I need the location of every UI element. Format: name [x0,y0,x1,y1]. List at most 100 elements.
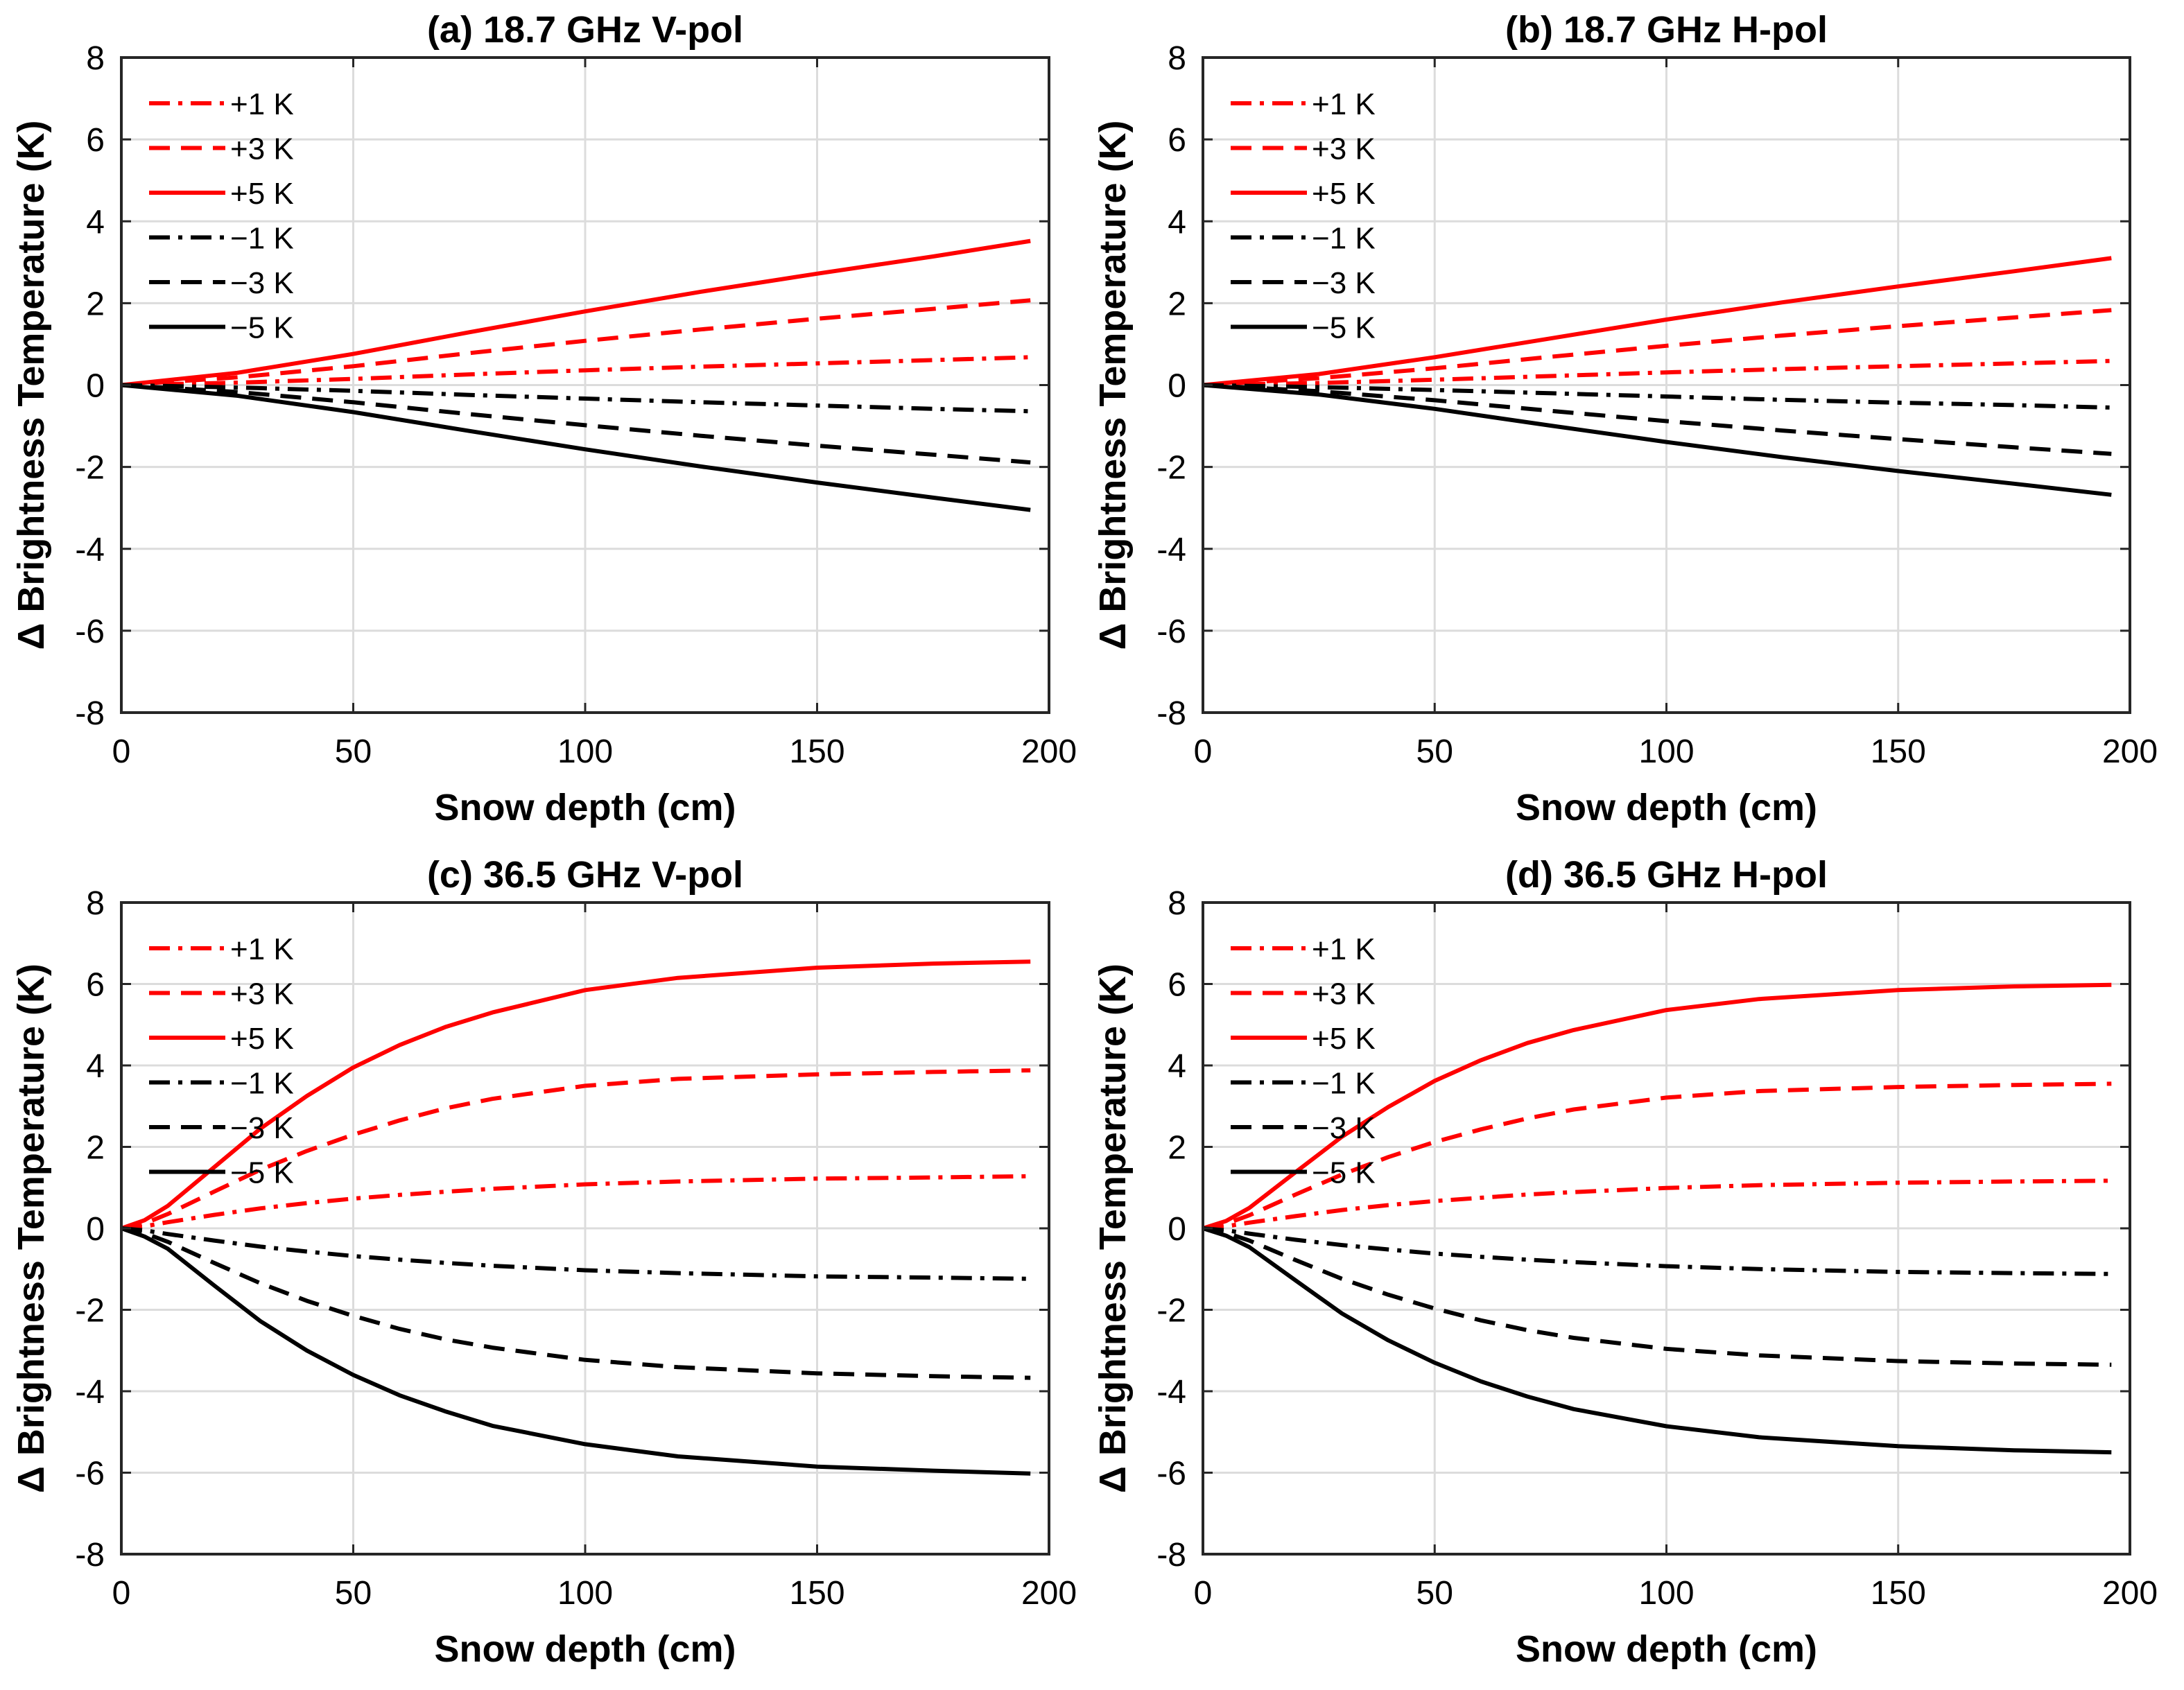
x-tick-label: 200 [1021,733,1077,770]
y-tick-label: -4 [1156,532,1186,568]
series-line-plus-0 [1203,358,2112,387]
series-line-minus-3 [121,383,1031,414]
x-tick-label: 0 [112,733,131,770]
chart-title: (c) 36.5 GHz V-pol [427,854,743,896]
series-line-plus-1 [1203,308,2112,387]
series-line-plus-1 [121,298,1031,387]
x-tick-label: 200 [2102,1575,2158,1612]
y-tick-label: 4 [86,1048,105,1085]
y-tick-label: -4 [75,1374,105,1411]
y-tick-label: 0 [1168,1211,1186,1248]
y-tick-label: -2 [1156,450,1186,487]
chart-panel-3: 0 50 100 150 200 -8 -6 -4 -2 0 2 4 6 8 (c) 36.5 GHz V-… [10,854,1077,1670]
y-tick-label: -6 [1156,1456,1186,1492]
legend-entry-label: +5 K [230,177,294,211]
y-tick-label: -6 [75,1456,105,1492]
legend-entry-label: −5 K [230,1156,294,1190]
legend-entry-label: −1 K [230,1067,294,1101]
chart-panel-4: 0 50 100 150 200 -8 -6 -4 -2 0 2 4 6 8 (d) 36.5 GHz H-… [1092,854,2158,1670]
x-tick-label: 0 [112,1575,131,1612]
y-tick-label: 6 [86,122,105,159]
legend: +1 K +3 K +5 K −1 K −3 K −5 K [1231,932,1376,1190]
x-tick-label: 50 [1416,1575,1453,1612]
legend-entry-label: +1 K [230,87,294,121]
x-tick-label: 100 [1638,1575,1694,1612]
y-tick-label: -8 [1156,1537,1186,1574]
y-tick-label: 8 [86,40,105,77]
legend-entry-label: +5 K [1312,177,1376,211]
x-axis-label: Snow depth (cm) [1516,787,1817,828]
y-tick-label: -4 [75,532,105,568]
x-tick-label: 0 [1194,733,1213,770]
x-axis-label: Snow depth (cm) [435,787,736,828]
y-axis-label: Δ Brightness Temperature (K) [1092,121,1134,650]
legend-entry-label: −1 K [1312,1067,1376,1101]
legend-entry-label: +3 K [230,132,294,166]
series-line-minus-5 [1203,383,2112,497]
y-tick-label: -8 [75,695,105,732]
series-line-plus-2 [121,238,1031,387]
y-axis-label: Δ Brightness Temperature (K) [1092,964,1134,1493]
y-tick-label: 0 [86,1211,105,1248]
legend: +1 K +3 K +5 K −1 K −3 K −5 K [149,87,294,345]
chart-title: (d) 36.5 GHz H-pol [1505,854,1828,896]
x-tick-label: 150 [1871,733,1926,770]
x-axis-label: Snow depth (cm) [435,1628,736,1670]
y-tick-label: -8 [1156,695,1186,732]
y-tick-label: 0 [1168,368,1186,405]
x-tick-label: 100 [557,1575,613,1612]
y-tick-label: 8 [1168,40,1186,77]
legend: +1 K +3 K +5 K −1 K −3 K −5 K [149,932,294,1190]
legend-entry-label: +3 K [1312,977,1376,1011]
chart-title: (a) 18.7 GHz V-pol [427,9,743,51]
y-axis-label: Δ Brightness Temperature (K) [10,121,52,650]
series-line-minus-5 [121,383,1031,512]
legend-entry-label: −3 K [230,1111,294,1145]
chart-panel-2: 0 50 100 150 200 -8 -6 -4 -2 0 2 4 6 8 (b) 18.7 GHz H-… [1092,9,2158,828]
x-tick-label: 150 [789,1575,844,1612]
y-tick-label: -2 [75,1293,105,1330]
series-line-plus-1 [121,1068,1031,1230]
series-line-plus-1 [1203,1081,2112,1230]
y-tick-label: 2 [1168,1130,1186,1167]
y-tick-label: -4 [1156,1374,1186,1411]
x-tick-label: 50 [1416,733,1453,770]
series-line-plus-2 [1203,256,2112,387]
y-tick-label: 2 [1168,286,1186,322]
x-tick-label: 150 [789,733,844,770]
y-tick-label: 6 [1168,967,1186,1004]
legend-entry-label: −3 K [1312,266,1376,300]
y-tick-label: 6 [1168,122,1186,159]
x-tick-label: 0 [1194,1575,1213,1612]
legend-entry-label: −5 K [1312,1156,1376,1190]
legend-entry-label: −1 K [1312,222,1376,256]
y-tick-label: -6 [1156,613,1186,650]
series-line-minus-4 [121,383,1031,465]
y-tick-label: 2 [86,1130,105,1167]
legend-entry-label: +1 K [1312,932,1376,966]
series-line-minus-5 [1203,1226,2112,1455]
series-line-minus-3 [1203,383,2112,410]
legend-entry-label: −5 K [1312,311,1376,345]
series-line-minus-3 [1203,1226,2112,1276]
x-tick-label: 150 [1871,1575,1926,1612]
legend: +1 K +3 K +5 K −1 K −3 K −5 K [1231,87,1376,345]
y-tick-label: -8 [75,1537,105,1574]
x-tick-label: 50 [335,1575,372,1612]
x-axis-label: Snow depth (cm) [1516,1628,1817,1670]
series-line-plus-0 [121,355,1031,387]
series-line-minus-4 [1203,383,2112,456]
chart-title: (b) 18.7 GHz H-pol [1505,9,1828,51]
legend-entry-label: +5 K [230,1022,294,1056]
y-tick-label: -6 [75,613,105,650]
series-line-plus-0 [121,1174,1031,1230]
x-tick-label: 200 [1021,1575,1077,1612]
x-tick-label: 100 [1638,733,1694,770]
legend-entry-label: +3 K [230,977,294,1011]
y-tick-label: 6 [86,967,105,1004]
y-tick-label: 8 [1168,885,1186,922]
legend-entry-label: −3 K [230,266,294,300]
y-tick-label: 0 [86,368,105,405]
y-axis-label: Δ Brightness Temperature (K) [10,964,52,1493]
